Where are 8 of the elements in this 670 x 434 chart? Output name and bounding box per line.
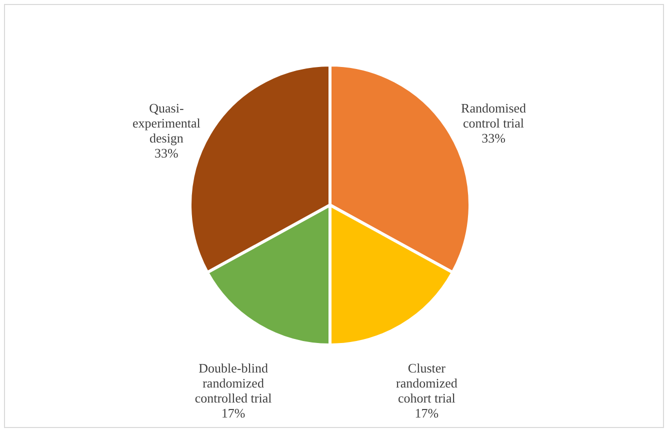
- slice-label: Quasi-experimental design: [132, 100, 201, 146]
- data-label: 33%: [482, 130, 506, 146]
- slice-label: Double-blind randomized controlled trial: [194, 360, 272, 406]
- data-label: 33%: [154, 145, 179, 160]
- data-label: 17%: [221, 406, 246, 421]
- slice-label: Cluster randomized cohort trial: [396, 360, 458, 406]
- slice-label: Randomised control trial: [461, 100, 527, 130]
- data-label: 17%: [414, 406, 439, 421]
